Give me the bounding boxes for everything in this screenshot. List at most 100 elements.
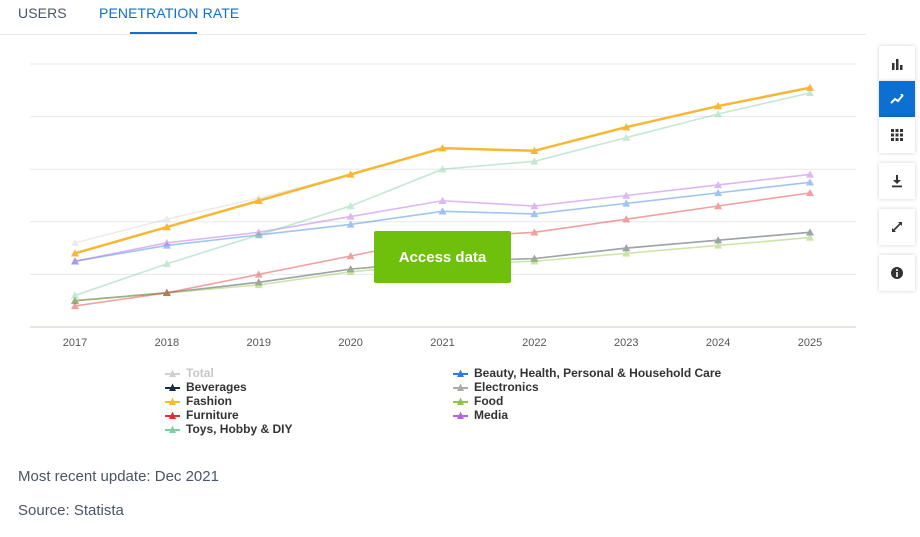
data-point[interactable] xyxy=(162,215,171,223)
data-point[interactable] xyxy=(162,259,171,268)
data-point[interactable] xyxy=(71,257,79,265)
data-point[interactable] xyxy=(622,191,631,199)
data-point[interactable] xyxy=(806,228,814,236)
info-button[interactable] xyxy=(879,255,915,291)
data-point[interactable] xyxy=(622,215,631,223)
legend-item[interactable]: Media xyxy=(453,408,508,422)
data-point[interactable] xyxy=(714,180,723,189)
data-point[interactable] xyxy=(806,178,814,186)
data-point[interactable] xyxy=(530,157,539,165)
data-point[interactable] xyxy=(438,207,447,215)
data-point[interactable] xyxy=(71,291,79,299)
bar-chart-button[interactable] xyxy=(879,46,915,82)
data-point[interactable] xyxy=(71,296,79,304)
series-beauty-health-personal-household-care[interactable] xyxy=(71,178,814,265)
legend-item[interactable]: Furniture xyxy=(165,408,239,422)
data-point[interactable] xyxy=(806,233,814,241)
legend-marker xyxy=(453,411,468,419)
legend-label: Beauty, Health, Personal & Household Car… xyxy=(474,366,722,380)
data-point[interactable] xyxy=(806,188,814,197)
data-point[interactable] xyxy=(71,249,79,257)
table-button[interactable] xyxy=(879,117,915,153)
tab-users[interactable]: USERS xyxy=(18,5,67,21)
line-chart: 2017 2018 2019 2020 2021 2022 2023 2024 2025 xyxy=(30,63,856,349)
data-point[interactable] xyxy=(346,202,355,210)
data-point[interactable] xyxy=(438,196,447,204)
data-point[interactable] xyxy=(162,288,171,297)
legend-marker xyxy=(165,397,180,405)
legend-item[interactable]: Electronics xyxy=(453,380,539,394)
data-point[interactable] xyxy=(530,254,539,262)
data-point[interactable] xyxy=(806,83,814,91)
data-point[interactable] xyxy=(530,202,539,210)
data-point[interactable] xyxy=(162,238,171,247)
data-point[interactable] xyxy=(346,251,355,260)
data-point[interactable] xyxy=(346,265,355,273)
legend-item[interactable]: Toys, Hobby & DIY xyxy=(165,422,292,436)
data-point[interactable] xyxy=(438,165,447,173)
data-point[interactable] xyxy=(714,202,723,210)
data-point[interactable] xyxy=(530,209,539,218)
data-point[interactable] xyxy=(254,278,263,286)
data-point[interactable] xyxy=(346,267,355,275)
data-point[interactable] xyxy=(622,249,631,257)
series-media[interactable] xyxy=(71,170,814,265)
data-point[interactable] xyxy=(71,257,79,265)
legend-item[interactable]: Fashion xyxy=(165,394,232,408)
line-chart-button[interactable] xyxy=(879,81,915,117)
data-point[interactable] xyxy=(714,236,723,244)
x-tick-label: 2023 xyxy=(614,337,638,349)
data-point[interactable] xyxy=(622,199,631,207)
data-point[interactable] xyxy=(162,288,171,297)
data-point[interactable] xyxy=(162,223,171,231)
legend-item[interactable]: Beauty, Health, Personal & Household Car… xyxy=(453,366,721,380)
data-point[interactable] xyxy=(530,257,539,265)
access-data-button[interactable]: Access data xyxy=(374,231,511,283)
data-point[interactable] xyxy=(438,144,447,152)
data-point[interactable] xyxy=(714,188,723,197)
chart-grid xyxy=(30,63,856,328)
data-point[interactable] xyxy=(254,278,263,286)
data-point[interactable] xyxy=(346,170,355,178)
data-point[interactable] xyxy=(530,146,539,154)
data-point[interactable] xyxy=(162,241,171,249)
tab-penetration-rate[interactable]: PENETRATION RATE xyxy=(99,5,240,21)
legend-item[interactable]: Total xyxy=(165,366,214,380)
series-fashion[interactable] xyxy=(71,83,814,257)
data-point[interactable] xyxy=(714,241,723,249)
data-point[interactable] xyxy=(806,170,814,178)
data-point[interactable] xyxy=(346,265,355,273)
x-tick-label: 2025 xyxy=(798,337,822,349)
data-point[interactable] xyxy=(714,102,723,110)
data-point[interactable] xyxy=(806,88,814,97)
legend-item[interactable]: Beverages xyxy=(165,380,247,394)
data-point[interactable] xyxy=(71,301,79,310)
data-point[interactable] xyxy=(254,228,263,236)
data-point[interactable] xyxy=(71,296,79,304)
legend-item[interactable]: Food xyxy=(453,394,503,408)
data-point[interactable] xyxy=(162,288,171,297)
data-point[interactable] xyxy=(622,244,631,252)
data-point[interactable] xyxy=(254,196,263,204)
data-point[interactable] xyxy=(714,236,723,244)
data-point[interactable] xyxy=(806,228,814,236)
fullscreen-button[interactable] xyxy=(879,209,915,245)
table-icon xyxy=(891,129,903,141)
data-point[interactable] xyxy=(71,238,79,247)
series-toys-hobby-diy[interactable] xyxy=(71,88,814,299)
data-point[interactable] xyxy=(254,280,263,289)
data-point[interactable] xyxy=(622,244,631,252)
data-point[interactable] xyxy=(346,212,355,220)
data-point[interactable] xyxy=(254,230,263,239)
data-point[interactable] xyxy=(530,228,539,236)
data-point[interactable] xyxy=(530,254,539,262)
data-point[interactable] xyxy=(622,133,631,141)
data-point[interactable] xyxy=(254,270,263,278)
data-point[interactable] xyxy=(714,109,723,118)
data-point[interactable] xyxy=(346,220,355,228)
data-point[interactable] xyxy=(71,296,79,304)
data-point[interactable] xyxy=(254,230,263,239)
data-point[interactable] xyxy=(162,288,171,297)
data-point[interactable] xyxy=(622,123,631,131)
download-button[interactable] xyxy=(879,163,915,199)
